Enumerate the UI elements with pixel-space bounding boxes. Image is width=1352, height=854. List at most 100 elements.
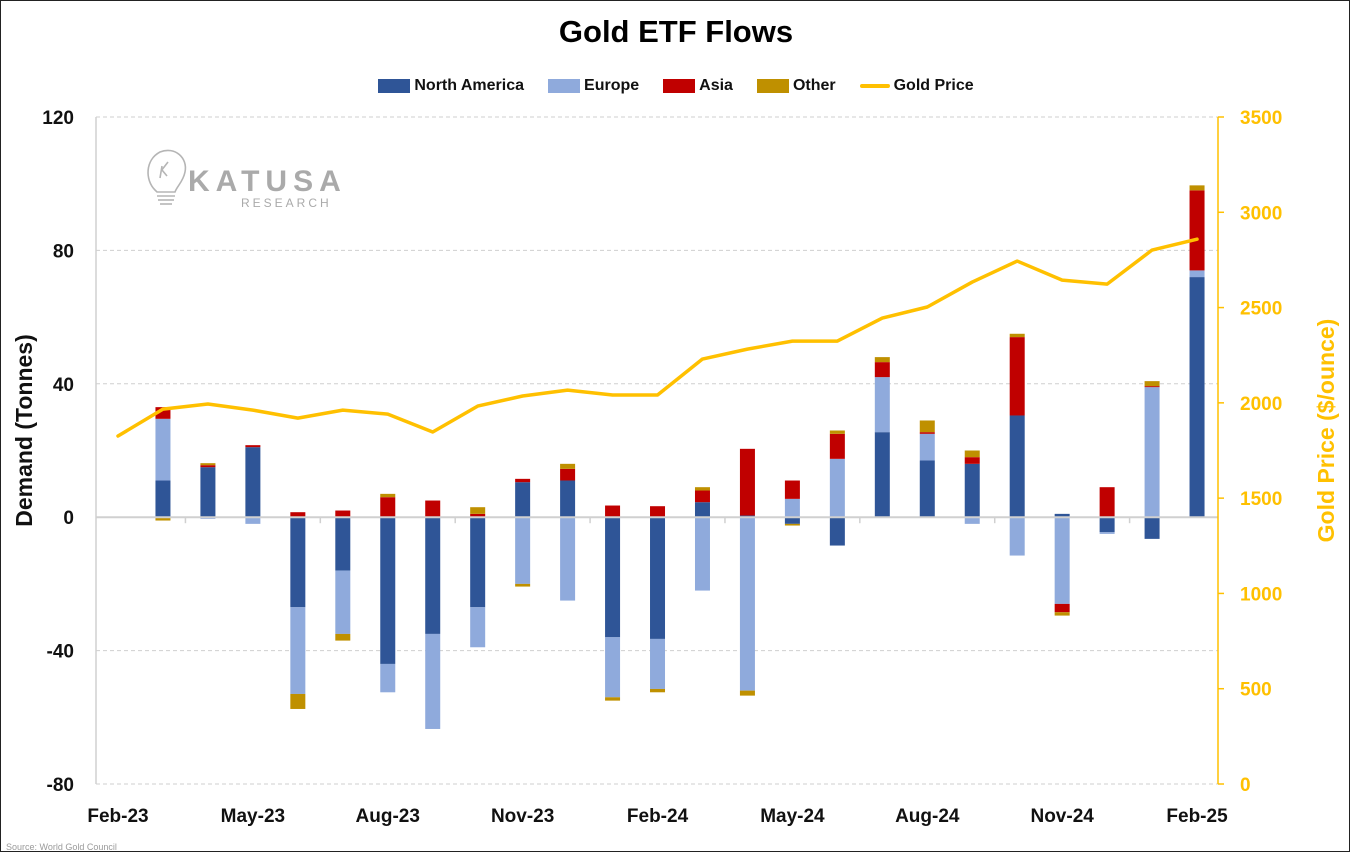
bar-other-feb-24 bbox=[650, 688, 666, 693]
bar-europe-jun-23 bbox=[290, 607, 306, 694]
bar-north-america-jun-24 bbox=[829, 517, 845, 546]
bar-europe-jan-24 bbox=[605, 637, 621, 698]
bar-asia-jan-24 bbox=[605, 505, 621, 518]
bar-asia-sep-23 bbox=[425, 500, 441, 518]
legend-label: North America bbox=[414, 77, 525, 94]
bar-other-nov-23 bbox=[515, 583, 531, 587]
legend-label: Gold Price bbox=[893, 77, 974, 94]
y2-tick-label: 2500 bbox=[1240, 299, 1282, 320]
bar-north-america-aug-24 bbox=[919, 460, 935, 518]
bar-europe-mar-24 bbox=[694, 517, 710, 591]
bar-asia-feb-24 bbox=[650, 506, 666, 518]
katusa-watermark: KATUSA RESEARCH bbox=[147, 149, 341, 210]
bar-europe-dec-23 bbox=[560, 517, 576, 601]
bar-other-jun-23 bbox=[290, 693, 306, 709]
x-tick-label: Feb-23 bbox=[87, 806, 148, 827]
legend-swatch-asia bbox=[663, 79, 696, 93]
x-tick-label: Nov-23 bbox=[491, 806, 554, 827]
y-tick-label: -40 bbox=[47, 642, 74, 663]
bar-asia-may-23 bbox=[245, 445, 261, 448]
legend: North America Europe Asia Other Gold Pri… bbox=[0, 77, 1352, 95]
y2-tick-label: 0 bbox=[1240, 775, 1251, 796]
bar-north-america-sep-24 bbox=[964, 463, 980, 518]
bar-asia-jan-25 bbox=[1144, 386, 1160, 388]
x-tick-label: Feb-25 bbox=[1166, 806, 1228, 827]
x-tick-label: Aug-23 bbox=[356, 806, 420, 827]
legend-swatch-other bbox=[756, 79, 789, 93]
bar-europe-oct-23 bbox=[470, 607, 486, 648]
bar-north-america-feb-25 bbox=[1189, 277, 1205, 518]
bar-europe-aug-24 bbox=[919, 433, 935, 461]
bar-north-america-nov-23 bbox=[515, 482, 531, 518]
bar-north-america-jan-25 bbox=[1144, 517, 1160, 539]
bar-north-america-feb-24 bbox=[650, 517, 666, 639]
y2-tick-label: 3000 bbox=[1240, 203, 1282, 224]
bar-other-jul-24 bbox=[874, 357, 890, 363]
bar-north-america-jul-23 bbox=[335, 517, 351, 571]
y2-tick-label: 1500 bbox=[1240, 489, 1282, 510]
x-tick-label: May-23 bbox=[221, 806, 285, 827]
bar-north-america-mar-23 bbox=[155, 480, 171, 518]
bar-europe-mar-23 bbox=[155, 418, 171, 481]
y-tick-label: 0 bbox=[63, 508, 74, 529]
x-tick-label: May-24 bbox=[760, 806, 825, 827]
bar-asia-may-24 bbox=[784, 480, 800, 499]
bar-other-nov-24 bbox=[1054, 612, 1070, 616]
bar-north-america-mar-24 bbox=[694, 502, 710, 518]
x-tick-label: Nov-24 bbox=[1030, 806, 1094, 827]
bar-other-apr-24 bbox=[739, 690, 755, 696]
x-tick-label: Feb-24 bbox=[627, 806, 689, 827]
bar-asia-mar-23 bbox=[155, 407, 171, 419]
bar-asia-nov-23 bbox=[515, 478, 531, 483]
bar-europe-apr-24 bbox=[739, 517, 755, 691]
bar-other-may-24 bbox=[784, 523, 800, 526]
bar-europe-jul-23 bbox=[335, 570, 351, 634]
watermark-sub: RESEARCH bbox=[241, 196, 332, 210]
lightbulb-icon bbox=[147, 149, 187, 205]
legend-item-europe: Europe bbox=[548, 77, 639, 95]
bar-other-dec-23 bbox=[560, 463, 576, 469]
legend-item-asia: Asia bbox=[663, 77, 733, 95]
bar-north-america-nov-24 bbox=[1054, 513, 1070, 518]
source-note: Source: World Gold Council bbox=[6, 842, 117, 852]
legend-item-gold-price: Gold Price bbox=[859, 77, 974, 95]
bar-north-america-jun-23 bbox=[290, 517, 306, 608]
y2-axis-title: Gold Price ($/ounce) bbox=[1313, 319, 1339, 543]
legend-swatch-gold-price bbox=[859, 84, 890, 88]
bar-north-america-oct-23 bbox=[470, 517, 486, 608]
bar-north-america-apr-23 bbox=[200, 467, 216, 518]
bar-other-jul-23 bbox=[335, 633, 351, 641]
legend-label: Other bbox=[792, 77, 836, 94]
y-axis-title: Demand (Tonnes) bbox=[11, 334, 37, 527]
bar-other-apr-23 bbox=[200, 463, 216, 466]
bar-north-america-jul-24 bbox=[874, 432, 890, 518]
bar-other-aug-23 bbox=[380, 493, 396, 498]
y2-tick-label: 500 bbox=[1240, 680, 1272, 701]
bar-europe-nov-23 bbox=[515, 517, 531, 584]
bar-other-sep-24 bbox=[964, 450, 980, 458]
y-tick-label: 80 bbox=[53, 241, 74, 262]
y2-tick-label: 3500 bbox=[1240, 108, 1282, 129]
bar-north-america-sep-23 bbox=[425, 517, 441, 634]
bar-europe-sep-24 bbox=[964, 517, 980, 524]
bar-europe-sep-23 bbox=[425, 633, 441, 729]
bar-asia-oct-23 bbox=[470, 513, 486, 518]
legend-item-other: Other bbox=[756, 77, 836, 95]
bar-europe-jun-24 bbox=[829, 458, 845, 518]
bar-asia-oct-24 bbox=[1009, 337, 1025, 416]
bar-asia-mar-24 bbox=[694, 490, 710, 503]
bar-europe-aug-23 bbox=[380, 663, 396, 693]
bar-asia-apr-24 bbox=[739, 448, 755, 516]
legend-swatch-north-america bbox=[378, 79, 411, 93]
bar-europe-jul-24 bbox=[874, 377, 890, 433]
bar-north-america-oct-24 bbox=[1009, 415, 1025, 518]
bar-europe-feb-24 bbox=[650, 638, 666, 689]
bar-north-america-jan-24 bbox=[605, 517, 621, 638]
legend-swatch-europe bbox=[548, 79, 581, 93]
bar-asia-sep-24 bbox=[964, 457, 980, 464]
y-tick-label: 120 bbox=[42, 108, 74, 129]
bar-other-aug-24 bbox=[919, 420, 935, 433]
legend-item-north-america: North America bbox=[378, 77, 524, 95]
bar-north-america-may-24 bbox=[784, 517, 800, 524]
